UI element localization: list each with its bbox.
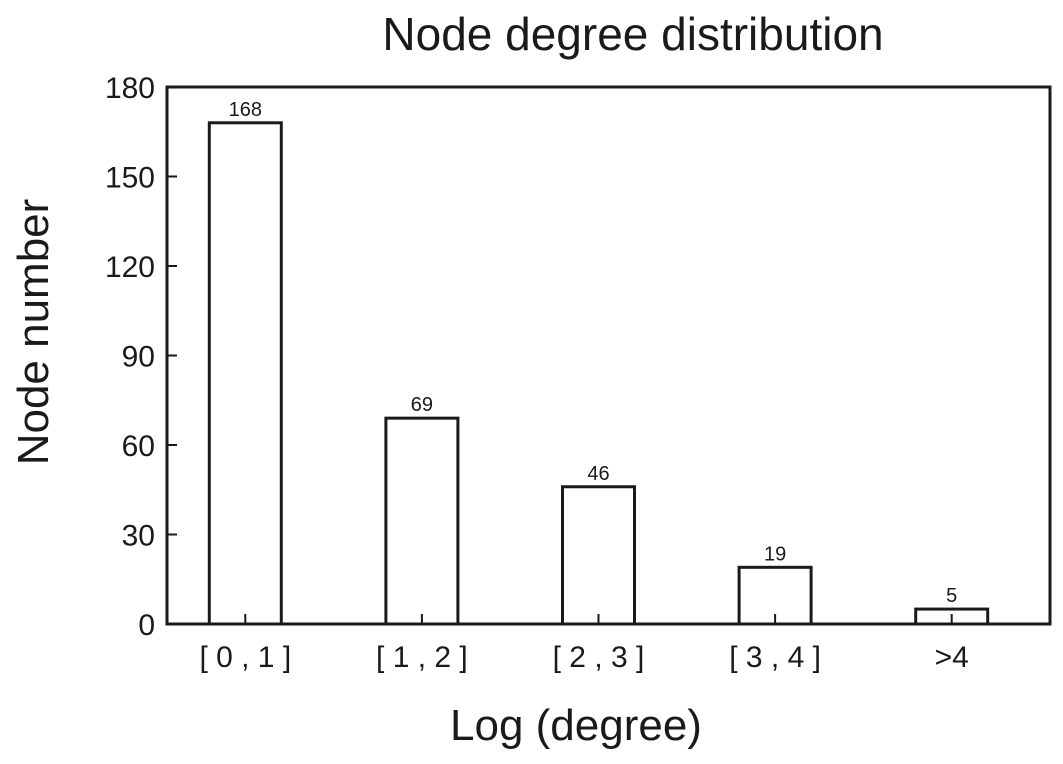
x-tick-label: [ 3 , 4 ] (729, 641, 821, 674)
y-tick-label: 30 (122, 520, 155, 553)
x-tick-label: [ 2 , 3 ] (553, 641, 645, 674)
y-tick-label: 60 (122, 430, 155, 463)
bar (207, 121, 283, 626)
y-tick-label: 120 (105, 251, 155, 284)
x-tick-label: [ 0 , 1 ] (199, 641, 291, 674)
y-tick-label: 0 (138, 609, 155, 642)
chart-title: Node degree distribution (382, 8, 883, 60)
y-axis-ticks: 0 30 60 90 120 150 180 (105, 72, 177, 642)
bar-value-label: 19 (764, 543, 786, 565)
y-tick-label: 150 (105, 162, 155, 195)
bar-value-label: 5 (946, 585, 957, 607)
bar (561, 485, 636, 626)
x-axis-label: Log (degree) (450, 701, 702, 750)
x-axis-ticks: [ 0 , 1 ] [ 1 , 2 ] [ 2 , 3 ] [ 3 , 4 ] >4 (199, 614, 969, 674)
bar (384, 416, 460, 626)
y-tick-label: 180 (105, 72, 155, 105)
y-tick-label: 90 (122, 341, 155, 374)
bar-value-label: 168 (229, 99, 262, 121)
x-tick-label: [ 1 , 2 ] (376, 641, 468, 674)
bar-value-label: 69 (411, 394, 433, 416)
x-tick-label: >4 (935, 641, 969, 674)
y-axis-label: Node number (9, 199, 58, 466)
bars: 168 69 46 19 5 (207, 99, 990, 626)
bar-value-label: 46 (587, 463, 609, 485)
